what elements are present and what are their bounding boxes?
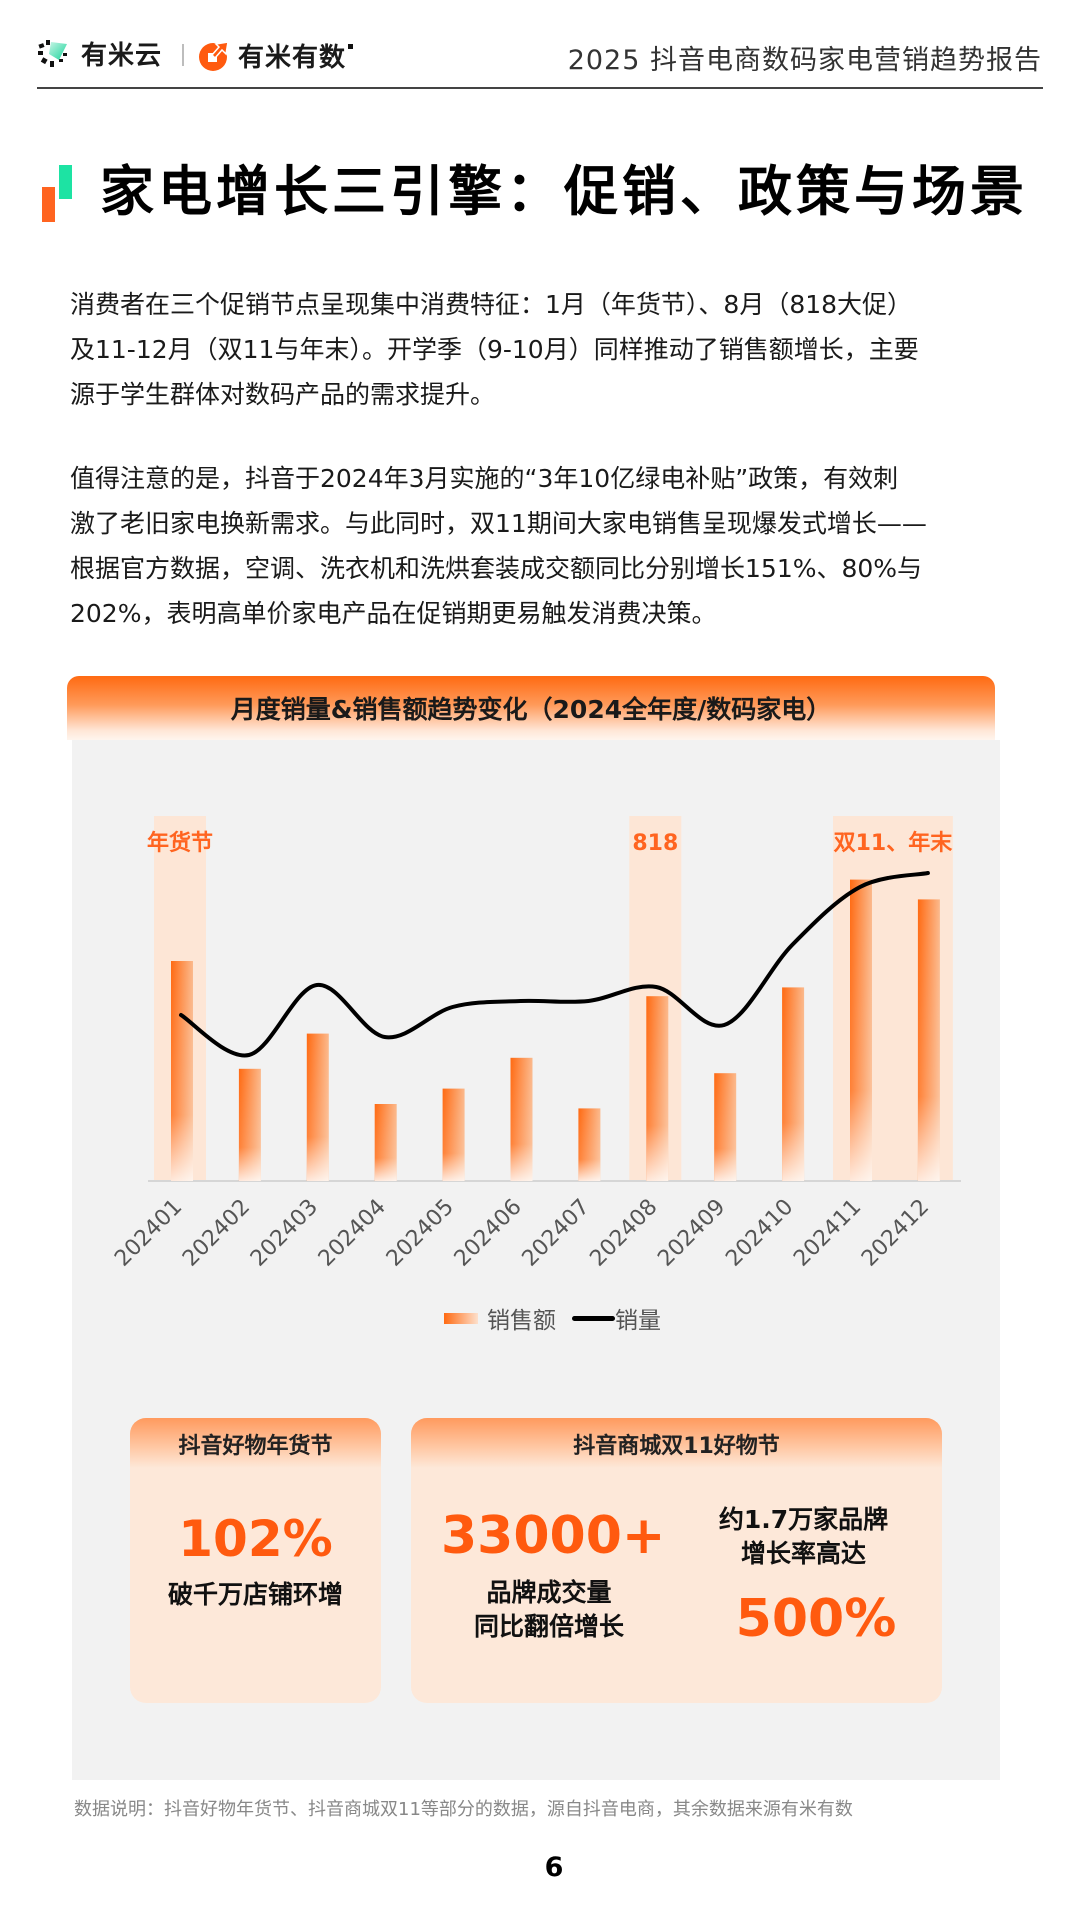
title-accent-green	[59, 165, 72, 199]
card-header	[411, 1418, 942, 1468]
paragraph-1: 消费者在三个促销节点呈现集中消费特征：1月（年货节）、8月（818大促） 及11…	[70, 282, 1030, 417]
paragraph-line: 根据官方数据，空调、洗衣机和洗烘套装成交额同比分别增长151%、80%与	[70, 554, 923, 583]
legend-bar-swatch	[444, 1312, 478, 1324]
x-tick-label: 202407	[518, 1195, 595, 1272]
stat-desc: 破千万店铺环增	[167, 1580, 343, 1609]
promo-label: 818	[632, 831, 678, 856]
x-tick-label: 202408	[585, 1195, 662, 1272]
report-title: 2025 抖音电商数码家电营销趋势报告	[567, 45, 1042, 76]
legend-bar-label: 销售额	[487, 1308, 556, 1334]
paragraph-line: 202%，表明高单价家电产品在促销期更易触发消费决策。	[70, 599, 717, 628]
legend-line-label: 销量	[615, 1308, 661, 1334]
desc-line: 品牌成交量	[486, 1578, 612, 1607]
data-footnote: 数据说明：抖音好物年货节、抖音商城双11等部分的数据，源自抖音电商，其余数据来源…	[74, 1799, 853, 1820]
stat-side-desc: 约1.7万家品牌 增长率高达	[701, 1503, 906, 1571]
page-title: 家电增长三引擎：促销、政策与场景	[100, 160, 1028, 223]
side-line: 增长率高达	[740, 1539, 866, 1568]
page-number: 6	[544, 1852, 564, 1883]
paragraph-line: 激了老旧家电换新需求。与此同时，双11期间大家电销售呈现爆发式增长——	[70, 509, 927, 538]
x-tick-label: 202401	[110, 1195, 187, 1272]
stat-card-new-year: 抖音好物年货节 102% 破千万店铺环增	[130, 1418, 381, 1703]
x-tick-label: 202411	[789, 1195, 866, 1272]
paragraph-line: 源于学生群体对数码产品的需求提升。	[70, 380, 496, 409]
x-tick-label: 202402	[178, 1195, 255, 1272]
logo-separator	[182, 44, 184, 66]
legend-line-swatch	[572, 1315, 615, 1321]
header-divider	[37, 87, 1043, 89]
desc-line: 同比翻倍增长	[473, 1612, 624, 1641]
x-tick-label: 202409	[653, 1195, 730, 1272]
x-tick-label: 202406	[450, 1195, 527, 1272]
stat-value: 102%	[178, 1510, 333, 1568]
promo-label: 双11、年末	[834, 830, 954, 856]
youmi-data-icon	[199, 40, 229, 71]
side-line: 约1.7万家品牌	[718, 1505, 889, 1534]
x-tick-label: 202404	[314, 1195, 391, 1272]
paragraph-2: 值得注意的是，抖音于2024年3月实施的“3年10亿绿电补贴”政策，有效刺 激了…	[70, 456, 1030, 636]
card-title: 抖音好物年货节	[178, 1434, 333, 1459]
stat-side-value: 500%	[735, 1589, 897, 1649]
chart-title-band	[67, 676, 995, 740]
x-tick-label: 202405	[382, 1195, 459, 1272]
youmi-cloud-icon	[38, 40, 67, 67]
paragraph-line: 值得注意的是，抖音于2024年3月实施的“3年10亿绿电补贴”政策，有效刺	[70, 464, 899, 493]
youmi-cloud-logo: 有米云	[37, 36, 163, 71]
x-tick-label: 202410	[721, 1195, 798, 1272]
logo-left-text: 有米云	[81, 40, 163, 71]
paragraph-line: 及11-12月（双11与年末）。开学季（9-10月）同样推动了销售额增长，主要	[70, 335, 919, 364]
x-tick-label: 202412	[857, 1195, 934, 1272]
card-title: 抖音商城双11好物节	[573, 1434, 780, 1459]
stat-desc-brands: 品牌成交量 同比翻倍增长	[441, 1576, 657, 1644]
combo-chart: 年货节 818 双11、年末 202401202402202403202404202…	[110, 816, 961, 1272]
logo-right-text: 有米有数	[238, 43, 347, 73]
youmi-data-logo: 有米有数	[198, 37, 354, 74]
card-header	[130, 1418, 381, 1468]
stat-value-brands: 33000+	[441, 1506, 666, 1566]
chart-title: 月度销量&销售额趋势变化（2024全年度/数码家电）	[230, 695, 832, 724]
paragraph-line: 消费者在三个促销节点呈现集中消费特征：1月（年货节）、8月（818大促）	[70, 290, 913, 319]
x-tick-label: 202403	[246, 1195, 323, 1272]
title-accent-orange	[42, 187, 55, 222]
stat-card-double11: 抖音商城双11好物节 33000+ 品牌成交量 同比翻倍增长 约1.7万家品牌 …	[411, 1418, 942, 1703]
volume-line	[179, 871, 930, 1058]
logo-dot	[348, 44, 354, 49]
promo-label: 年货节	[147, 830, 213, 856]
chart-legend: 销售额 销量	[444, 1301, 661, 1335]
